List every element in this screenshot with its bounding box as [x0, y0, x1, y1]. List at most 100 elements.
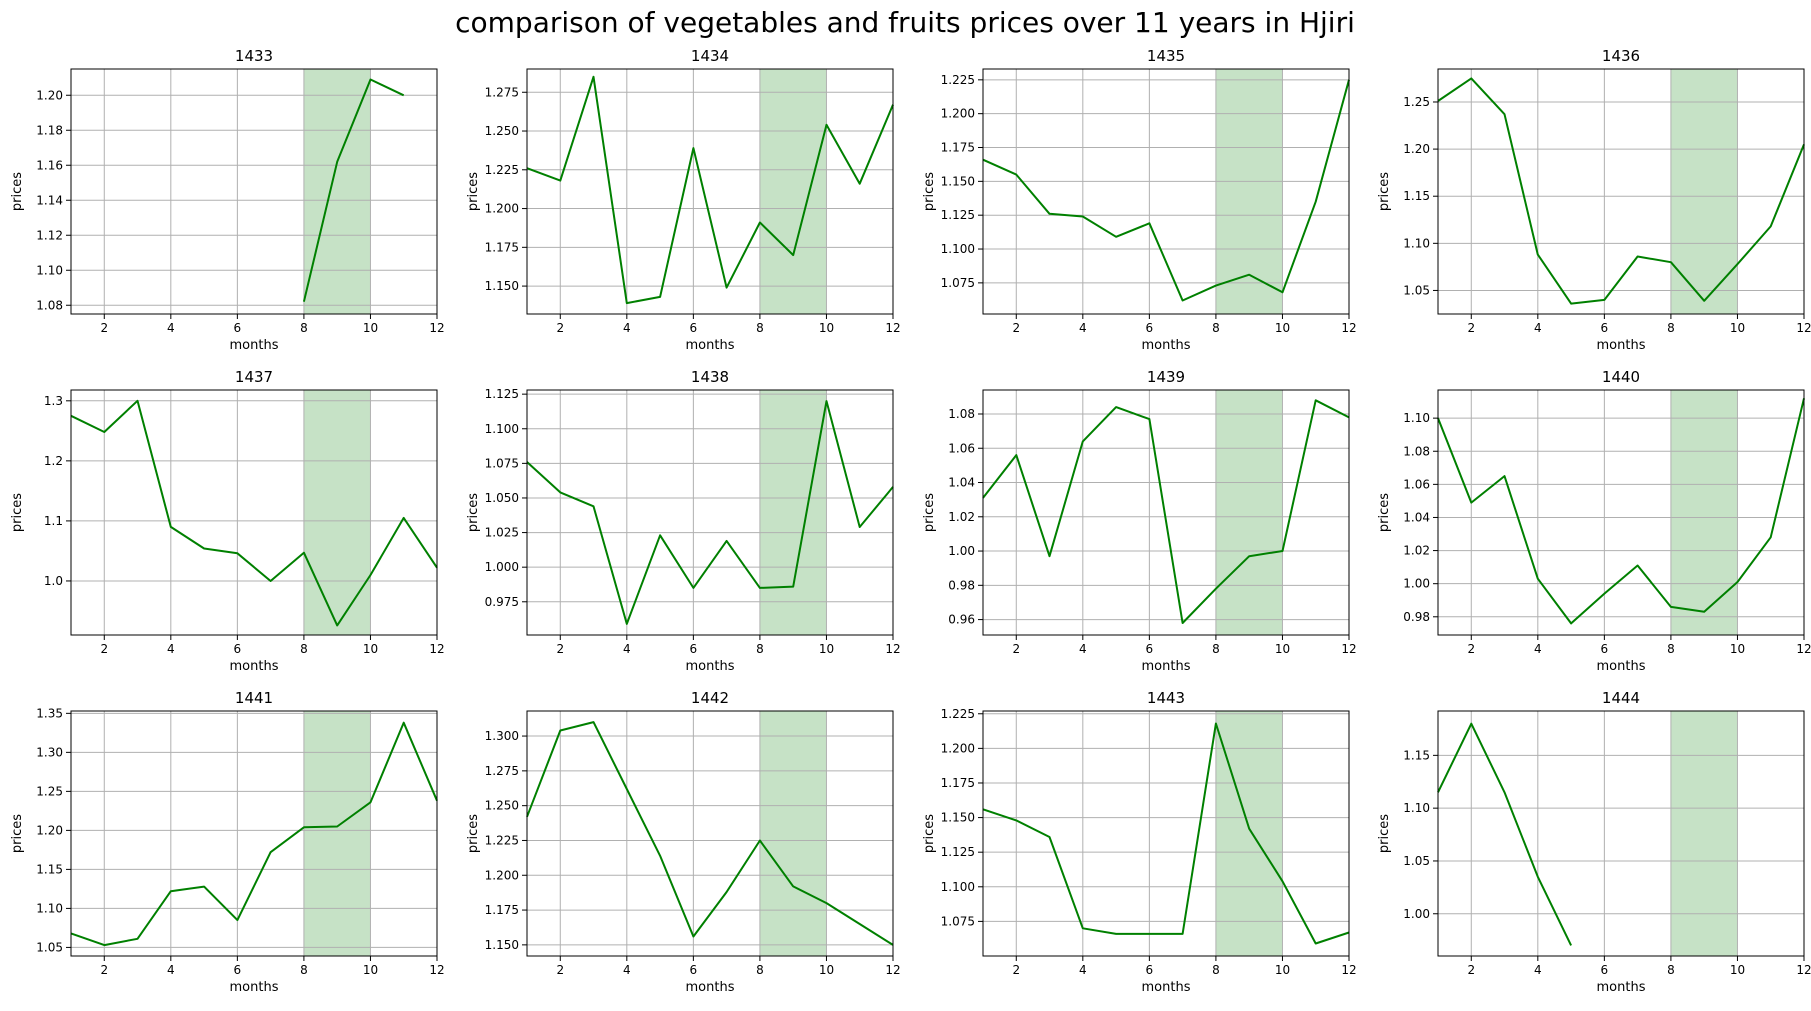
y-tick-label: 1.05: [1403, 283, 1430, 297]
price-line: [982, 399, 1350, 624]
y-tick-label: 1.04: [948, 476, 975, 490]
y-tick-label: 1.08: [36, 298, 63, 312]
highlight-band: [1215, 69, 1283, 314]
x-tick-label: 8: [756, 963, 764, 977]
y-tick-label: 1.2: [44, 454, 63, 468]
y-axis-label: prices: [1377, 814, 1392, 853]
y-axis-label: prices: [10, 814, 25, 853]
price-line: [302, 78, 405, 302]
x-axis-label: months: [1142, 338, 1191, 353]
highlight-band: [759, 69, 827, 314]
y-tick-label: 1.14: [36, 193, 63, 207]
subplot-title: 1440: [1602, 368, 1640, 386]
y-tick-label: 1.20: [1403, 142, 1430, 156]
subplot-title: 1439: [1147, 368, 1185, 386]
x-tick-label: 10: [1730, 642, 1745, 656]
x-tick-label: 4: [623, 963, 631, 977]
x-tick-label: 2: [556, 321, 564, 335]
y-tick-label: 1.250: [485, 124, 519, 138]
x-tick-label: 2: [1012, 963, 1020, 977]
x-tick-label: 8: [756, 642, 764, 656]
x-tick-label: 8: [300, 963, 308, 977]
x-tick-label: 10: [819, 963, 834, 977]
y-tick-label: 1.200: [485, 868, 519, 882]
x-tick-label: 6: [690, 963, 698, 977]
x-axis-label: months: [686, 659, 735, 674]
y-tick-label: 1.35: [36, 706, 63, 720]
x-tick-label: 4: [167, 963, 175, 977]
axes-frame: [1437, 389, 1805, 636]
y-tick-label: 1.125: [941, 208, 975, 222]
y-tick-label: 1.225: [941, 73, 975, 87]
y-tick-label: 1.200: [941, 741, 975, 755]
x-tick-label: 6: [1146, 321, 1154, 335]
y-tick-label: 1.300: [485, 729, 519, 743]
price-line: [1437, 398, 1805, 625]
y-tick-label: 1.10: [36, 901, 63, 915]
price-line: [1437, 722, 1572, 946]
x-tick-label: 4: [623, 642, 631, 656]
y-tick-label: 1.100: [485, 422, 519, 436]
y-tick-label: 1.200: [941, 107, 975, 121]
y-tick-label: 1.175: [941, 141, 975, 155]
y-tick-label: 1.10: [1403, 411, 1430, 425]
y-tick-label: 1.10: [1403, 801, 1430, 815]
y-tick-label: 1.08: [948, 407, 975, 421]
x-tick-label: 2: [1467, 642, 1475, 656]
x-tick-label: 8: [1212, 963, 1220, 977]
axes-frame: [70, 68, 438, 315]
axes-frame: [982, 68, 1350, 315]
x-axis-label: months: [230, 338, 279, 353]
y-tick-label: 1.175: [485, 240, 519, 254]
highlight-band: [1215, 711, 1283, 956]
x-tick-label: 12: [429, 321, 444, 335]
x-tick-label: 8: [1212, 321, 1220, 335]
x-tick-label: 4: [167, 321, 175, 335]
x-tick-label: 12: [429, 963, 444, 977]
subplot-1435: 2 4 6 8 10 12 1.075 1.100 1.125 1.150 1.175 1.200 1.…: [922, 47, 1357, 353]
y-tick-label: 1.00: [1403, 577, 1430, 591]
y-tick-label: 1.15: [1403, 189, 1430, 203]
x-tick-label: 2: [100, 642, 108, 656]
x-tick-label: 10: [363, 321, 378, 335]
x-tick-label: 8: [300, 321, 308, 335]
subplot-title: 1444: [1602, 689, 1640, 707]
x-tick-label: 2: [100, 321, 108, 335]
y-tick-label: 1.25: [1403, 95, 1430, 109]
highlight-band: [1670, 390, 1738, 635]
y-tick-label: 1.075: [485, 456, 519, 470]
x-tick-label: 10: [363, 963, 378, 977]
x-axis-label: months: [686, 980, 735, 995]
y-tick-label: 1.175: [941, 776, 975, 790]
x-tick-label: 12: [1796, 642, 1811, 656]
axes-frame: [1437, 710, 1805, 957]
x-tick-label: 8: [756, 321, 764, 335]
x-tick-label: 2: [1012, 321, 1020, 335]
y-tick-label: 1.00: [1403, 907, 1430, 921]
x-axis-label: months: [1142, 980, 1191, 995]
y-tick-label: 1.05: [1403, 854, 1430, 868]
y-axis-label: prices: [466, 172, 481, 211]
x-tick-label: 10: [1730, 321, 1745, 335]
y-axis-label: prices: [922, 814, 937, 853]
highlight-band: [1670, 69, 1738, 314]
y-tick-label: 1.15: [1403, 748, 1430, 762]
x-tick-label: 4: [1079, 642, 1087, 656]
x-tick-label: 6: [690, 642, 698, 656]
x-tick-label: 12: [429, 642, 444, 656]
x-tick-label: 10: [363, 642, 378, 656]
axes-frame: [70, 710, 438, 957]
y-tick-label: 1.0: [44, 574, 63, 588]
y-tick-label: 1.25: [36, 784, 63, 798]
y-axis-label: prices: [1377, 172, 1392, 211]
x-axis-label: months: [230, 659, 279, 674]
y-tick-label: 1.050: [485, 491, 519, 505]
x-tick-label: 12: [885, 642, 900, 656]
y-tick-label: 1.150: [485, 938, 519, 952]
y-tick-label: 1.20: [36, 88, 63, 102]
subplot-1434: 2 4 6 8 10 12 1.150 1.175 1.200 1.225 1.250 1.275 14…: [466, 47, 901, 353]
y-tick-label: 1.1: [44, 514, 63, 528]
y-axis-label: prices: [922, 493, 937, 532]
y-tick-label: 1.225: [485, 833, 519, 847]
highlight-band: [1215, 390, 1283, 635]
